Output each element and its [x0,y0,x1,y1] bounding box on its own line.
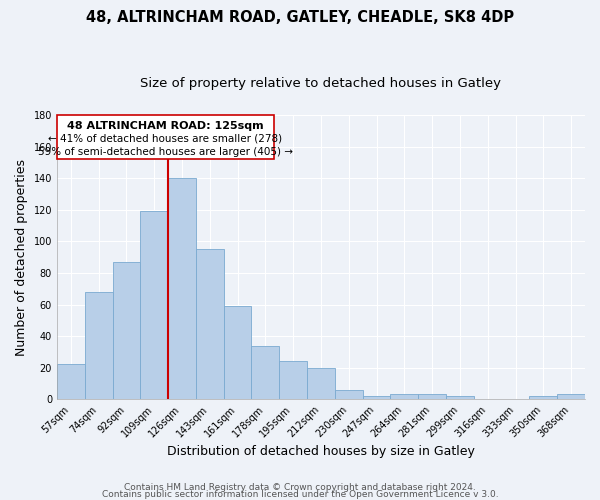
Bar [307,368,335,399]
Bar [391,394,418,399]
Bar [224,306,251,399]
Text: Contains public sector information licensed under the Open Government Licence v : Contains public sector information licen… [101,490,499,499]
Title: Size of property relative to detached houses in Gatley: Size of property relative to detached ho… [140,78,502,90]
Bar [362,396,391,399]
Bar [168,178,196,399]
Bar [446,396,474,399]
Text: 48, ALTRINCHAM ROAD, GATLEY, CHEADLE, SK8 4DP: 48, ALTRINCHAM ROAD, GATLEY, CHEADLE, SK… [86,10,514,25]
Bar [557,394,585,399]
Text: ← 41% of detached houses are smaller (278): ← 41% of detached houses are smaller (27… [48,134,283,144]
Bar [529,396,557,399]
Bar [57,364,85,399]
Text: 59% of semi-detached houses are larger (405) →: 59% of semi-detached houses are larger (… [38,146,293,156]
Y-axis label: Number of detached properties: Number of detached properties [15,158,28,356]
Bar [85,292,113,399]
Bar [251,346,279,399]
Bar [196,250,224,399]
X-axis label: Distribution of detached houses by size in Gatley: Distribution of detached houses by size … [167,444,475,458]
Bar [335,390,362,399]
Bar [418,394,446,399]
Bar [140,212,168,399]
Text: 48 ALTRINCHAM ROAD: 125sqm: 48 ALTRINCHAM ROAD: 125sqm [67,120,263,130]
Bar [113,262,140,399]
FancyBboxPatch shape [57,116,274,160]
Text: Contains HM Land Registry data © Crown copyright and database right 2024.: Contains HM Land Registry data © Crown c… [124,484,476,492]
Bar [279,362,307,399]
